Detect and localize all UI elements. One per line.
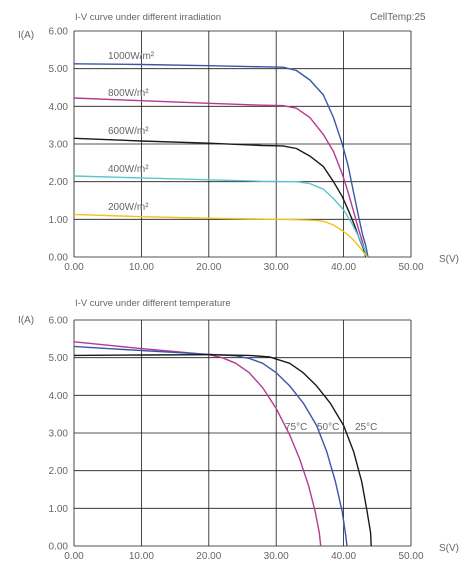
series-line bbox=[73, 97, 368, 258]
y-tick-label: 5.00 bbox=[49, 64, 69, 75]
chart-temperature: I-V curve under different temperature I(… bbox=[18, 298, 459, 562]
series-label-25c: 25°C bbox=[355, 422, 377, 433]
chart-subtitle: CellTemp:25 bbox=[370, 12, 426, 23]
y-tick-label: 0.00 bbox=[49, 542, 69, 553]
x-tick-label: 50.00 bbox=[398, 262, 423, 273]
grid bbox=[73, 319, 412, 547]
y-tick-label: 0.00 bbox=[49, 253, 69, 264]
x-ticks: 0.00 10.00 20.00 30.00 40.00 50.00 bbox=[64, 551, 424, 562]
series-labels: 75°C 50°C 25°C bbox=[285, 422, 377, 433]
chart-title: I-V curve under different temperature bbox=[75, 298, 231, 309]
series-line bbox=[73, 213, 368, 258]
y-axis-label: I(A) bbox=[18, 30, 34, 41]
x-tick-label: 10.00 bbox=[129, 262, 154, 273]
y-tick-label: 4.00 bbox=[49, 102, 69, 113]
x-tick-label: 20.00 bbox=[196, 551, 221, 562]
x-tick-label: 50.00 bbox=[398, 551, 423, 562]
y-tick-label: 6.00 bbox=[49, 27, 69, 38]
y-tick-label: 3.00 bbox=[49, 429, 69, 440]
x-tick-label: 30.00 bbox=[264, 262, 289, 273]
y-axis-label: I(A) bbox=[18, 315, 34, 326]
x-tick-label: 40.00 bbox=[331, 262, 356, 273]
y-tick-label: 2.00 bbox=[49, 177, 69, 188]
x-tick-label: 0.00 bbox=[64, 551, 84, 562]
x-tick-label: 0.00 bbox=[64, 262, 84, 273]
series-label-1000: 1000W/m² bbox=[108, 51, 155, 62]
series-label-75c: 75°C bbox=[285, 422, 307, 433]
x-tick-label: 40.00 bbox=[331, 551, 356, 562]
x-tick-label: 20.00 bbox=[196, 262, 221, 273]
x-axis-label: S(V) bbox=[439, 254, 459, 265]
series-line bbox=[73, 345, 348, 547]
chart-irradiation: I-V curve under different irradiation Ce… bbox=[18, 12, 459, 273]
grid bbox=[73, 30, 412, 258]
series-labels: 1000W/m² 800W/m² 600W/m² 400W/m² 200W/m² bbox=[108, 51, 155, 213]
series-label-600: 600W/m² bbox=[108, 126, 149, 137]
series-lines bbox=[73, 341, 372, 547]
series-label-50c: 50°C bbox=[317, 422, 339, 433]
x-tick-label: 30.00 bbox=[264, 551, 289, 562]
series-label-400: 400W/m² bbox=[108, 164, 149, 175]
y-tick-label: 5.00 bbox=[49, 353, 69, 364]
y-tick-label: 4.00 bbox=[49, 391, 69, 402]
y-tick-label: 3.00 bbox=[49, 140, 69, 151]
series-line bbox=[73, 354, 372, 547]
series-line bbox=[73, 341, 322, 547]
y-ticks: 0.00 1.00 2.00 3.00 4.00 5.00 6.00 bbox=[49, 316, 69, 553]
series-line bbox=[73, 63, 369, 258]
chart-title: I-V curve under different irradiation bbox=[75, 12, 221, 23]
y-tick-label: 2.00 bbox=[49, 466, 69, 477]
series-line bbox=[73, 175, 368, 258]
x-ticks: 0.00 10.00 20.00 30.00 40.00 50.00 bbox=[64, 262, 424, 273]
series-line bbox=[73, 137, 367, 258]
series-lines bbox=[73, 63, 369, 258]
y-ticks: 0.00 1.00 2.00 3.00 4.00 5.00 6.00 bbox=[49, 27, 69, 264]
y-tick-label: 6.00 bbox=[49, 316, 69, 327]
series-label-200: 200W/m² bbox=[108, 202, 149, 213]
y-tick-label: 1.00 bbox=[49, 504, 69, 515]
x-axis-label: S(V) bbox=[439, 543, 459, 554]
series-label-800: 800W/m² bbox=[108, 88, 149, 99]
x-tick-label: 10.00 bbox=[129, 551, 154, 562]
y-tick-label: 1.00 bbox=[49, 215, 69, 226]
